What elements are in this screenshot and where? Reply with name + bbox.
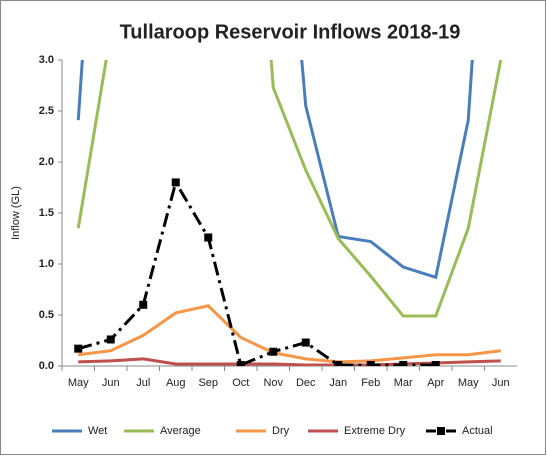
series-marker: [139, 300, 148, 309]
series-marker: [236, 360, 245, 366]
legend-label: Dry: [272, 425, 290, 437]
y-axis-label: Inflow (GL): [10, 186, 22, 240]
series-marker: [399, 360, 408, 366]
x-tick-label: Nov: [263, 377, 283, 389]
x-tick-label: Jun: [492, 377, 510, 389]
y-tick-label: 2.0: [39, 156, 54, 168]
x-tick-label: Sep: [198, 377, 218, 389]
x-tick-label: Jan: [329, 377, 347, 389]
series-line: [76, 60, 503, 318]
series-marker: [431, 360, 440, 366]
chart-title: Tullaroop Reservoir Inflows 2018-19: [120, 21, 461, 43]
legend-label: Extreme Dry: [344, 425, 406, 437]
y-tick-label: 1.0: [39, 258, 54, 270]
y-tick-label: 3.0: [39, 54, 54, 66]
series-marker: [74, 344, 83, 353]
x-tick-label: Mar: [394, 377, 413, 389]
legend-label: Average: [160, 425, 201, 437]
x-tick-label: Dec: [296, 377, 316, 389]
x-tick-label: Feb: [361, 377, 380, 389]
x-tick-label: May: [68, 377, 89, 389]
x-tick-label: Oct: [232, 377, 249, 389]
x-tick-label: Aug: [166, 377, 186, 389]
legend-marker: [437, 427, 445, 435]
y-tick-label: 0.0: [39, 360, 54, 372]
y-tick-label: 2.5: [39, 105, 54, 117]
series-marker: [269, 347, 278, 356]
series-marker: [301, 338, 310, 347]
series-line: [78, 357, 501, 366]
series-marker: [334, 360, 343, 366]
series-marker: [204, 233, 213, 242]
x-tick-label: May: [458, 377, 479, 389]
series-line: [77, 178, 436, 366]
series-marker: [366, 360, 375, 366]
plot-area: [74, 60, 503, 366]
series-line: [76, 60, 474, 280]
x-tick-label: Jun: [102, 377, 120, 389]
y-tick-label: 1.5: [39, 207, 54, 219]
x-tick-label: Jul: [136, 377, 150, 389]
legend-label: Wet: [88, 425, 107, 437]
x-tick-label: Apr: [427, 377, 444, 389]
series-marker: [171, 178, 180, 187]
series-marker: [106, 335, 115, 344]
legend-label: Actual: [462, 425, 493, 437]
series-line: [78, 304, 501, 364]
y-tick-label: 0.5: [39, 309, 54, 321]
